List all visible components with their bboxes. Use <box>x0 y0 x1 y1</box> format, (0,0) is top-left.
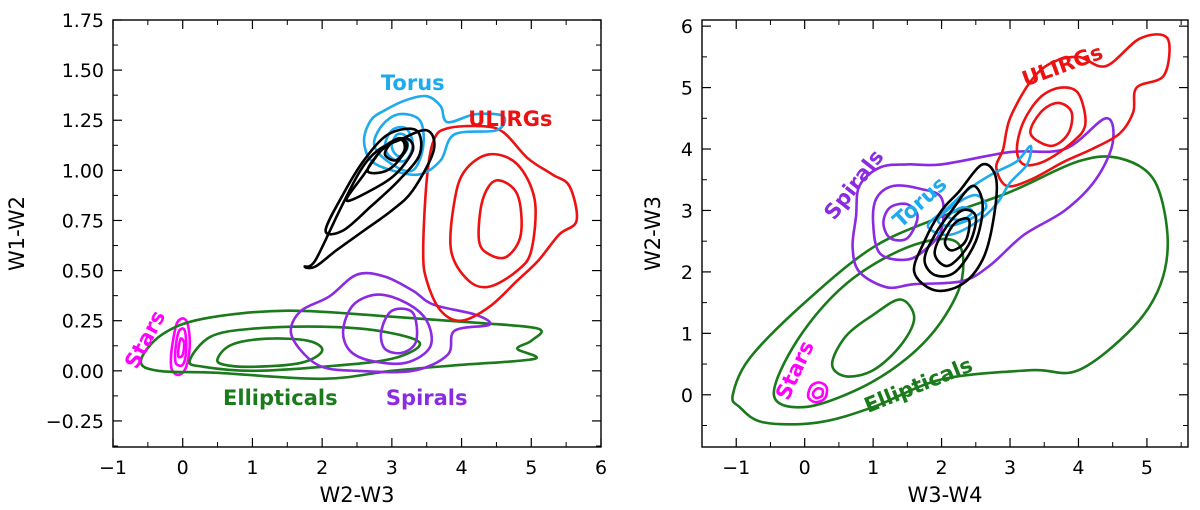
x-axis-label: W3-W4 <box>908 483 983 507</box>
x-tick-label: −1 <box>722 457 750 479</box>
x-tick-label: 1 <box>867 457 879 479</box>
y-tick-label: 0.50 <box>62 261 104 283</box>
x-tick-label: 2 <box>316 457 328 479</box>
label-spirals: Spirals <box>386 386 468 410</box>
x-tick-label: 3 <box>1004 457 1016 479</box>
y-tick-label: 0.75 <box>62 210 104 232</box>
plot-frame <box>113 20 601 447</box>
x-tick-label: 4 <box>1072 457 1084 479</box>
x-tick-label: 5 <box>525 457 537 479</box>
contour-level-2 <box>217 338 322 366</box>
contour-level-0 <box>305 130 435 268</box>
x-tick-label: 0 <box>799 457 811 479</box>
x-tick-label: 5 <box>1141 457 1153 479</box>
label-ellipticals: Ellipticals <box>861 353 976 418</box>
label-ellipticals: Ellipticals <box>223 386 338 410</box>
y-tick-label: 1.25 <box>62 110 104 132</box>
y-axis-label: W2-W3 <box>641 196 665 271</box>
y-tick-label: 0.25 <box>62 311 104 333</box>
label-ulirgs: ULIRGs <box>1019 40 1106 91</box>
x-axis-label: W2-W3 <box>320 483 395 507</box>
y-tick-label: 0 <box>681 385 693 407</box>
y-tick-label: 0.00 <box>62 361 104 383</box>
group-black-sample <box>305 129 435 268</box>
y-tick-label: 1.50 <box>62 60 104 82</box>
x-tick-label: 1 <box>246 457 258 479</box>
label-torus: Torus <box>381 71 445 95</box>
x-tick-label: 6 <box>595 457 607 479</box>
contour-level-1 <box>1017 87 1086 165</box>
y-tick-label: −0.25 <box>46 411 104 433</box>
y-axis-label: W1-W2 <box>5 196 29 271</box>
label-spirals: Spirals <box>819 145 888 224</box>
y-tick-label: 1 <box>681 323 693 345</box>
contour-level-2 <box>178 338 184 357</box>
y-tick-label: 5 <box>681 78 693 100</box>
y-tick-label: 2 <box>681 262 693 284</box>
x-tick-label: 4 <box>456 457 468 479</box>
group-ulirgs <box>423 126 577 321</box>
x-tick-label: 2 <box>936 457 948 479</box>
y-tick-label: 1.00 <box>62 160 104 182</box>
x-tick-label: 3 <box>386 457 398 479</box>
label-ulirgs: ULIRGs <box>468 107 552 131</box>
contour-level-1 <box>813 388 823 398</box>
y-tick-label: 1.75 <box>62 10 104 32</box>
group-ellipticals <box>141 311 542 379</box>
y-tick-label: 3 <box>681 200 693 222</box>
contour-level-2 <box>832 299 914 376</box>
y-tick-label: 4 <box>681 139 693 161</box>
contour-level-2 <box>1030 103 1072 146</box>
group-stars <box>808 382 827 402</box>
contour-level-2 <box>479 180 522 258</box>
x-tick-label: −1 <box>99 457 127 479</box>
y-tick-label: 6 <box>681 16 693 38</box>
x-tick-label: 0 <box>177 457 189 479</box>
label-stars: Stars <box>120 306 170 372</box>
left-panel-w1w2-vs-w2w3: Stars Ellipticals Spirals ULIRGs Torus −1 0 1 2 3… <box>5 10 607 507</box>
